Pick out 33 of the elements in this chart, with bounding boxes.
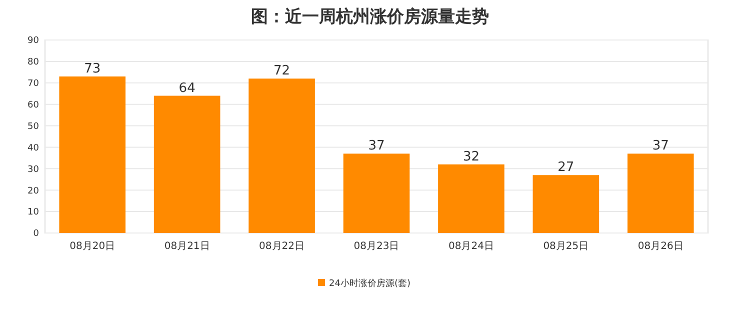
- y-tick-label: 50: [28, 122, 40, 132]
- legend-label: 24小时涨价房源(套): [329, 278, 410, 289]
- bar: [59, 76, 126, 233]
- x-tick-label: 08月22日: [259, 241, 305, 252]
- y-tick-label: 90: [28, 36, 40, 46]
- data-label: 72: [274, 64, 290, 79]
- y-tick-label: 60: [28, 100, 40, 110]
- bar: [154, 96, 220, 233]
- x-tick-label: 08月25日: [543, 241, 589, 252]
- data-label: 64: [178, 80, 196, 96]
- y-tick-label: 0: [33, 229, 40, 240]
- bar: [438, 164, 504, 233]
- x-tick-label: 08月23日: [354, 241, 400, 252]
- data-label: 27: [558, 160, 574, 176]
- chart-title: 图：近一周杭州涨价房源量走势: [251, 7, 489, 27]
- y-tick-label: 10: [28, 208, 40, 218]
- x-tick-label: 08月20日: [70, 241, 116, 252]
- x-tick-label: 08月21日: [164, 241, 210, 252]
- y-tick-label: 30: [28, 164, 40, 175]
- data-label: 37: [652, 138, 669, 154]
- data-label: 32: [462, 149, 480, 164]
- y-tick-label: 80: [28, 58, 40, 68]
- bar: [627, 154, 694, 233]
- data-label: 73: [84, 61, 101, 76]
- bar: [248, 78, 315, 233]
- bar: [343, 154, 410, 233]
- y-tick-label: 70: [28, 79, 40, 90]
- bar: [532, 175, 600, 233]
- x-tick-label: 08月24日: [448, 241, 494, 252]
- data-label: 37: [368, 138, 385, 154]
- y-tick-label: 40: [28, 143, 40, 154]
- x-tick-label: 08月26日: [638, 241, 684, 252]
- y-tick-label: 20: [28, 186, 40, 196]
